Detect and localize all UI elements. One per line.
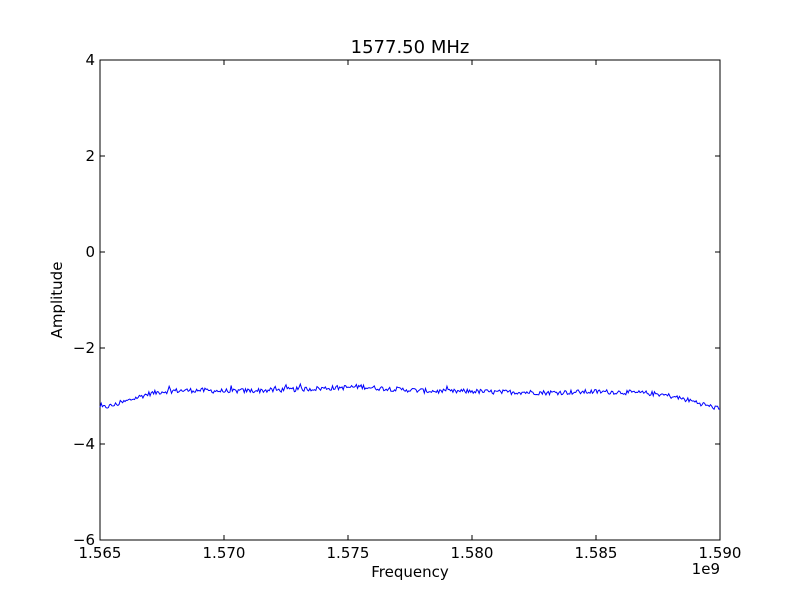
y-tick-label: −2	[73, 339, 95, 357]
chart-title: 1577.50 MHz	[351, 37, 470, 58]
x-axis-label: Frequency	[371, 563, 449, 581]
x-offset-label: 1e9	[692, 560, 720, 578]
y-tick-label: 4	[85, 51, 95, 69]
tick-layer: 1.565 1.570 1.575 1.580 1.585 1.590 −6 −4 −2 0 2 4	[73, 51, 742, 562]
y-tick-label: 2	[85, 147, 95, 165]
plot-frame	[99, 59, 721, 541]
x-tick-label: 1.590	[699, 544, 742, 562]
series-line	[99, 382, 721, 411]
x-tick-label: 1.575	[327, 544, 370, 562]
x-tick-label: 1.570	[203, 544, 246, 562]
x-tick-label: 1.580	[451, 544, 494, 562]
y-tick-label: −4	[73, 435, 95, 453]
x-tick-label: 1.565	[79, 544, 122, 562]
x-tick-label: 1.585	[575, 544, 618, 562]
y-tick-label: 0	[85, 243, 95, 261]
y-axis-label: Amplitude	[48, 262, 66, 339]
series-layer	[99, 382, 721, 411]
y-tick-label: −6	[73, 531, 95, 549]
